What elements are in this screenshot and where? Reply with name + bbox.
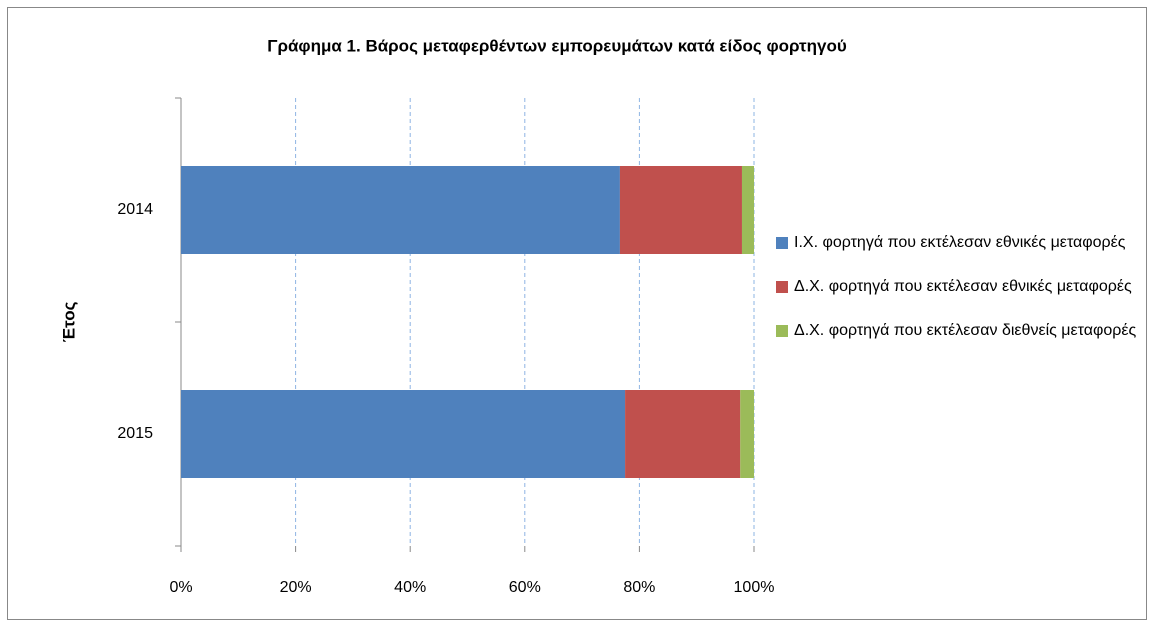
legend-entry: Δ.Χ. φορτηγά που εκτέλεσαν εθνικές μεταφ…	[776, 276, 1148, 298]
chart-border	[7, 7, 1147, 620]
legend-swatch	[776, 237, 788, 249]
bar-segment	[625, 390, 741, 478]
bar-segment	[181, 390, 626, 478]
legend-label: Δ.Χ. φορτηγά που εκτέλεσαν διεθνείς μετα…	[794, 322, 1137, 339]
x-tick-label: 0%	[169, 579, 192, 596]
legend-entry: Ι.Χ. φορτηγά που εκτέλεσαν εθνικές μεταφ…	[776, 232, 1148, 254]
y-tick-label: 2014	[117, 201, 153, 218]
legend: Ι.Χ. φορτηγά που εκτέλεσαν εθνικές μεταφ…	[776, 232, 1148, 364]
legend-label: Δ.Χ. φορτηγά που εκτέλεσαν εθνικές μεταφ…	[794, 278, 1132, 295]
legend-entry: Δ.Χ. φορτηγά που εκτέλεσαν διεθνείς μετα…	[776, 320, 1148, 342]
bar-segment	[741, 166, 754, 254]
bar-segment	[619, 166, 742, 254]
legend-swatch	[776, 281, 788, 293]
x-tick-label: 100%	[734, 579, 775, 596]
x-tick-label: 80%	[623, 579, 655, 596]
x-tick-label: 20%	[280, 579, 312, 596]
x-tick-label: 60%	[509, 579, 541, 596]
legend-label: Ι.Χ. φορτηγά που εκτέλεσαν εθνικές μεταφ…	[794, 234, 1126, 251]
chart-title: Γράφημα 1. Βάρος μεταφερθέντων εμπορευμά…	[267, 36, 847, 55]
y-tick-label: 2015	[117, 425, 153, 442]
legend-swatch	[776, 325, 788, 337]
bar-segment	[740, 390, 754, 478]
x-tick-label: 40%	[394, 579, 426, 596]
bar-segment	[181, 166, 620, 254]
y-axis-label: Έτος	[59, 301, 78, 342]
